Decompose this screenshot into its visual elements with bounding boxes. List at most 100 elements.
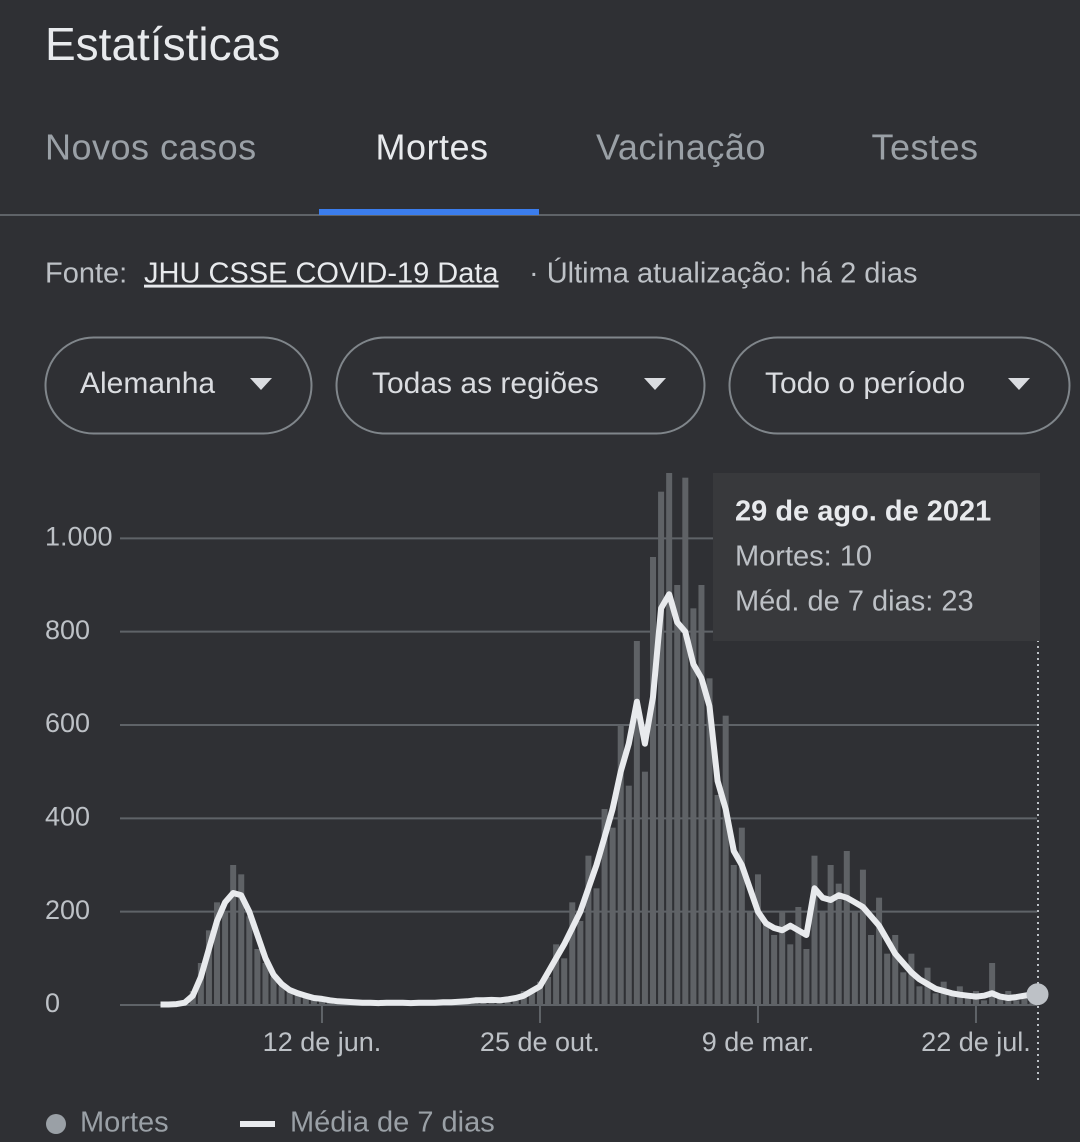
bar bbox=[884, 953, 891, 1005]
chip-label: Todo o período bbox=[765, 367, 965, 400]
bar bbox=[601, 809, 608, 1005]
y-tick-label: 400 bbox=[45, 801, 90, 831]
tab[interactable]: Testes bbox=[871, 127, 978, 168]
bar bbox=[569, 902, 576, 1005]
bar bbox=[989, 963, 996, 1005]
bar bbox=[577, 921, 584, 1005]
bar bbox=[553, 944, 560, 1005]
bar bbox=[278, 986, 285, 1005]
bar bbox=[650, 557, 657, 1005]
bar bbox=[625, 785, 632, 1005]
x-tick-label: 12 de jun. bbox=[263, 1027, 382, 1057]
filter-chip[interactable]: Todas as regiões bbox=[335, 336, 706, 435]
bar bbox=[302, 998, 309, 1005]
bar bbox=[746, 911, 753, 1005]
chip-border bbox=[728, 336, 1071, 435]
bar bbox=[892, 935, 899, 1005]
x-tick-label: 25 de out. bbox=[480, 1027, 600, 1057]
bar bbox=[932, 993, 939, 1005]
chip-label: Alemanha bbox=[80, 367, 215, 400]
bar bbox=[286, 991, 293, 1005]
bar bbox=[666, 473, 673, 1005]
bar bbox=[730, 865, 737, 1005]
bar bbox=[222, 911, 229, 1005]
tooltip-average: Méd. de 7 dias: 23 bbox=[735, 586, 974, 618]
bar bbox=[609, 827, 616, 1005]
filter-chip[interactable]: Todo o período bbox=[728, 336, 1071, 435]
bar bbox=[997, 998, 1004, 1005]
bar bbox=[1013, 1000, 1020, 1005]
bar bbox=[819, 911, 826, 1005]
bar bbox=[964, 998, 971, 1005]
bars bbox=[165, 473, 1036, 1006]
legend: Mortes Média de 7 dias bbox=[46, 1107, 495, 1139]
dropdown-arrow bbox=[250, 378, 272, 390]
bar bbox=[698, 585, 705, 1005]
bar bbox=[545, 977, 552, 1005]
x-tick-label: 9 de mar. bbox=[702, 1027, 815, 1057]
bar bbox=[859, 869, 866, 1005]
bar bbox=[1021, 993, 1028, 1005]
bar bbox=[738, 827, 745, 1005]
bar bbox=[690, 608, 697, 1005]
tooltip-box bbox=[713, 473, 1040, 641]
bar bbox=[803, 949, 810, 1005]
bar bbox=[585, 855, 592, 1005]
bar bbox=[270, 977, 277, 1005]
x-tick-label: 22 de jul. bbox=[921, 1027, 1031, 1057]
y-tick-label: 0 bbox=[45, 988, 60, 1018]
bar bbox=[900, 972, 907, 1005]
bar bbox=[512, 1000, 519, 1005]
source-prefix: Fonte: bbox=[45, 258, 127, 290]
bar bbox=[811, 855, 818, 1005]
source-update: · Última atualização: há 2 dias bbox=[529, 257, 917, 290]
dropdown-arrow bbox=[1008, 378, 1030, 390]
bar bbox=[528, 993, 535, 1005]
bar bbox=[771, 935, 778, 1005]
x-axis: 12 de jun. 25 de out. 9 de mar. 22 de jul. bbox=[263, 1005, 1031, 1057]
bar bbox=[787, 944, 794, 1005]
bar bbox=[214, 902, 221, 1005]
chip-label: Todas as regiões bbox=[372, 367, 599, 400]
y-tick-label: 1.000 bbox=[45, 521, 113, 551]
bar bbox=[658, 491, 665, 1006]
bar bbox=[843, 851, 850, 1005]
filter-chip[interactable]: Alemanha bbox=[44, 336, 313, 435]
bar bbox=[706, 678, 713, 1005]
bar bbox=[835, 883, 842, 1005]
legend-swatch bbox=[240, 1121, 275, 1127]
tab-divider bbox=[0, 214, 1080, 216]
tab[interactable]: Vacinação bbox=[596, 127, 766, 168]
bar bbox=[827, 865, 834, 1005]
tooltip-deaths: Mortes: 10 bbox=[735, 541, 872, 573]
bar bbox=[851, 911, 858, 1005]
bar bbox=[262, 963, 269, 1005]
bar bbox=[641, 771, 648, 1005]
bar bbox=[722, 715, 729, 1005]
bar bbox=[948, 995, 955, 1005]
bar bbox=[754, 874, 761, 1005]
bar bbox=[633, 641, 640, 1005]
bar bbox=[714, 795, 721, 1005]
tooltip-date: 29 de ago. de 2021 bbox=[735, 496, 991, 528]
bar bbox=[246, 916, 253, 1005]
chip-border bbox=[335, 336, 706, 435]
bar bbox=[318, 1000, 325, 1005]
average-line bbox=[160, 591, 1034, 1008]
legend-label: Mortes bbox=[80, 1107, 169, 1139]
bar bbox=[205, 930, 212, 1005]
bar bbox=[876, 897, 883, 1005]
tab-active[interactable]: Mortes bbox=[375, 127, 488, 168]
bar bbox=[908, 953, 915, 1005]
bar bbox=[593, 888, 600, 1005]
chip-border bbox=[44, 336, 313, 435]
legend-label: Média de 7 dias bbox=[290, 1107, 495, 1139]
bar bbox=[294, 991, 301, 1005]
page-title: Estatísticas bbox=[45, 18, 280, 70]
tab[interactable]: Novos casos bbox=[45, 127, 257, 168]
y-tick-label: 800 bbox=[45, 615, 90, 645]
bar bbox=[238, 874, 245, 1005]
bar bbox=[617, 725, 624, 1005]
source-link[interactable]: JHU CSSE COVID-19 Data bbox=[144, 258, 499, 290]
bar bbox=[763, 921, 770, 1005]
